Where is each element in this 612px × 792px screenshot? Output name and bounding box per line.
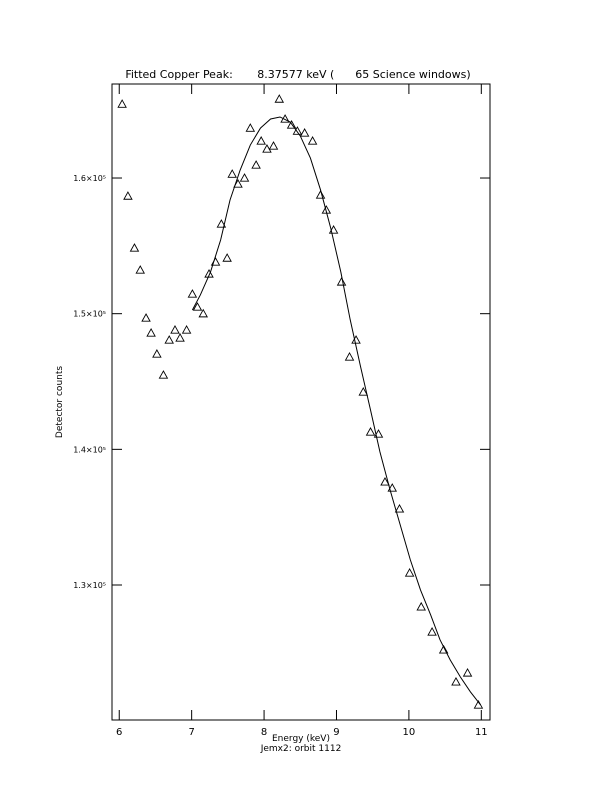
data-point xyxy=(233,179,243,188)
data-point xyxy=(380,476,390,486)
plot-frame xyxy=(111,83,491,721)
data-point xyxy=(344,352,355,361)
x-tick-label: 9 xyxy=(333,727,339,738)
data-point xyxy=(129,243,140,252)
data-point xyxy=(307,136,318,145)
data-point xyxy=(262,144,272,153)
data-point xyxy=(328,225,339,234)
data-point xyxy=(292,126,303,135)
data-point xyxy=(416,601,426,611)
data-point xyxy=(164,335,174,344)
data-point xyxy=(387,483,398,492)
data-point xyxy=(187,289,198,298)
data-point xyxy=(451,676,461,686)
data-point xyxy=(175,333,185,342)
y-tick-label: 1.4×10⁵ xyxy=(73,445,106,454)
data-point xyxy=(358,387,369,396)
data-point xyxy=(286,120,297,129)
data-point xyxy=(462,667,473,677)
y-tick-label: 1.6×10⁵ xyxy=(73,174,106,183)
data-point xyxy=(438,644,449,654)
data-point xyxy=(336,277,347,286)
y-axis-label: Detector counts xyxy=(55,366,65,438)
data-point xyxy=(280,114,290,123)
data-point xyxy=(204,269,214,278)
x-tick-label: 11 xyxy=(475,727,488,738)
data-point xyxy=(216,219,227,228)
y-tick-label: 1.5×10⁵ xyxy=(73,310,106,319)
data-point xyxy=(222,253,232,262)
data-point xyxy=(123,191,133,200)
data-point xyxy=(373,429,384,438)
data-point xyxy=(321,205,332,214)
chart-title: Fitted Copper Peak: 8.37577 keV ( 65 Sci… xyxy=(125,68,470,81)
data-point xyxy=(268,141,279,150)
data-point xyxy=(427,627,437,636)
data-point xyxy=(158,370,169,379)
data-point xyxy=(251,160,261,169)
data-point xyxy=(256,136,266,145)
data-point xyxy=(210,257,221,266)
data-point xyxy=(299,128,310,137)
data-point xyxy=(274,94,285,103)
x-tick-label: 6 xyxy=(116,727,122,738)
data-point xyxy=(404,568,415,577)
data-point xyxy=(198,308,209,318)
data-point xyxy=(394,503,405,513)
data-point xyxy=(239,173,250,182)
fit-curve xyxy=(191,116,481,706)
data-point xyxy=(152,349,162,358)
data-point xyxy=(365,427,376,436)
x-tick-label: 7 xyxy=(188,727,194,738)
data-point xyxy=(245,123,256,132)
x-tick-label: 8 xyxy=(261,727,267,738)
data-point xyxy=(135,265,146,274)
data-point xyxy=(351,335,361,344)
data-point xyxy=(181,325,192,334)
data-point xyxy=(192,302,203,311)
data-point xyxy=(170,325,180,334)
data-point xyxy=(473,700,484,709)
data-point xyxy=(315,190,326,199)
x-axis-label: Energy (keV) xyxy=(272,734,330,744)
data-point xyxy=(141,313,151,322)
data-point xyxy=(227,169,237,178)
y-tick-label: 1.3×10⁵ xyxy=(73,581,106,590)
x-tick-label: 10 xyxy=(403,727,416,738)
data-point xyxy=(117,99,127,108)
data-point xyxy=(146,328,156,337)
subtitle: Jemx2: orbit 1112 xyxy=(260,744,342,754)
